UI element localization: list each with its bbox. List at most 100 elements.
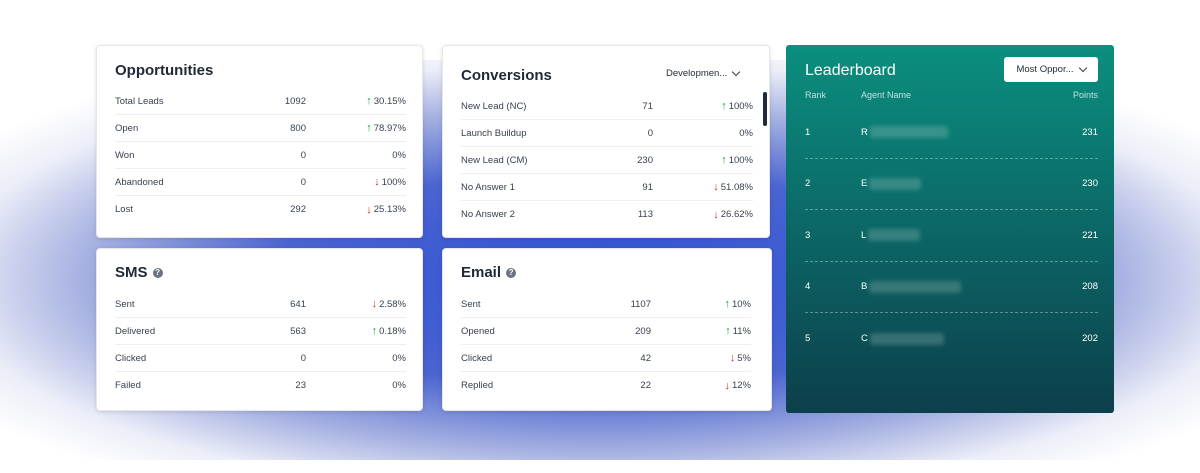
arrow-down-icon: ↓ — [372, 298, 378, 310]
agent-name: B — [861, 281, 1038, 293]
metric-label: Sent — [115, 299, 246, 310]
email-card: Email ? Sent 1107 ↑ 10% Opened 209 ↑ 11% Clicked… — [442, 248, 772, 411]
metric-label: Lost — [115, 204, 246, 215]
sms-list: Sent 641 ↓ 2.58% Delivered 563 ↑ 0.18% Clicked 0 0… — [115, 291, 406, 399]
metric-change: ↑ 30.15% — [306, 95, 406, 107]
rank-value: 4 — [805, 281, 861, 292]
change-percent: 0% — [392, 150, 406, 161]
agent-name: C — [861, 333, 1038, 345]
metric-change: ↓ 25.13% — [306, 204, 406, 216]
points-value: 231 — [1038, 127, 1098, 138]
metric-label: Failed — [115, 380, 246, 391]
arrow-up-icon: ↑ — [724, 298, 730, 310]
scrollbar[interactable] — [763, 92, 767, 126]
metric-change: 0% — [306, 353, 406, 364]
list-item: Abandoned 0 ↓ 100% — [115, 169, 406, 196]
arrow-up-icon: ↑ — [366, 95, 372, 107]
metric-value: 0 — [246, 150, 306, 161]
change-percent: 78.97% — [374, 123, 406, 134]
change-percent: 30.15% — [374, 96, 406, 107]
change-percent: 2.58% — [379, 299, 406, 310]
metric-value: 0 — [593, 128, 653, 139]
arrow-up-icon: ↑ — [366, 122, 372, 134]
points-value: 221 — [1038, 230, 1098, 241]
conversions-pipeline-dropdown[interactable]: Developmen... — [666, 68, 739, 79]
list-item: Sent 1107 ↑ 10% — [461, 291, 751, 318]
metric-label: Open — [115, 123, 246, 134]
list-item: New Lead (NC) 71 ↑ 100% — [461, 93, 753, 120]
list-item: Replied 22 ↓ 12% — [461, 372, 751, 399]
agent-initial: E — [861, 178, 867, 189]
metric-change: 0% — [306, 380, 406, 391]
sort-label: Most Oppor... — [1016, 64, 1073, 75]
metric-value: 42 — [591, 353, 651, 364]
agent-name: L — [861, 229, 1038, 241]
metric-change: ↑ 11% — [651, 325, 751, 337]
list-item: Lost 292 ↓ 25.13% — [115, 196, 406, 223]
help-icon[interactable]: ? — [153, 268, 163, 278]
metric-label: Launch Buildup — [461, 128, 593, 139]
change-percent: 100% — [729, 101, 753, 112]
change-percent: 0% — [392, 380, 406, 391]
agent-name: R — [861, 126, 1038, 138]
email-title-text: Email — [461, 264, 501, 281]
opportunities-list: Total Leads 1092 ↑ 30.15% Open 800 ↑ 78.97% Won 0… — [115, 88, 406, 223]
metric-value: 800 — [246, 123, 306, 134]
dropdown-label: Developmen... — [666, 68, 727, 79]
metric-change: ↓ 2.58% — [306, 298, 406, 310]
metric-value: 91 — [593, 182, 653, 193]
metric-label: Opened — [461, 326, 591, 337]
metric-change: ↑ 100% — [653, 154, 753, 166]
list-item: Open 800 ↑ 78.97% — [115, 115, 406, 142]
list-item: Sent 641 ↓ 2.58% — [115, 291, 406, 318]
change-percent: 10% — [732, 299, 751, 310]
leaderboard-row: 1 R 231 — [805, 107, 1098, 159]
metric-value: 0 — [246, 353, 306, 364]
rank-value: 1 — [805, 127, 861, 138]
change-percent: 100% — [382, 177, 406, 188]
change-percent: 11% — [733, 326, 751, 337]
metric-label: Replied — [461, 380, 591, 391]
agent-initial: R — [861, 127, 868, 138]
help-icon[interactable]: ? — [506, 268, 516, 278]
arrow-down-icon: ↓ — [730, 352, 736, 364]
metric-value: 563 — [246, 326, 306, 337]
points-value: 208 — [1038, 281, 1098, 292]
metric-change: ↓ 100% — [306, 176, 406, 188]
change-percent: 0.18% — [379, 326, 406, 337]
leaderboard-row: 4 B 208 — [805, 262, 1098, 314]
metric-label: Won — [115, 150, 246, 161]
change-percent: 25.13% — [374, 204, 406, 215]
opportunities-title-text: Opportunities — [115, 62, 213, 79]
metric-value: 1092 — [246, 96, 306, 107]
arrow-down-icon: ↓ — [374, 176, 380, 188]
list-item: Total Leads 1092 ↑ 30.15% — [115, 88, 406, 115]
opportunities-card: Opportunities Total Leads 1092 ↑ 30.15% Open… — [96, 45, 423, 238]
points-value: 230 — [1038, 178, 1098, 189]
metric-value: 292 — [246, 204, 306, 215]
leaderboard-sort-dropdown[interactable]: Most Oppor... — [1004, 57, 1098, 82]
rank-value: 2 — [805, 178, 861, 189]
agent-name: E — [861, 178, 1038, 190]
redacted-name — [870, 126, 948, 138]
arrow-up-icon: ↑ — [721, 100, 727, 112]
metric-change: 0% — [306, 150, 406, 161]
chevron-down-icon — [1078, 64, 1086, 72]
change-percent: 0% — [739, 128, 753, 139]
list-item: Opened 209 ↑ 11% — [461, 318, 751, 345]
list-item: Failed 23 0% — [115, 372, 406, 399]
arrow-down-icon: ↓ — [713, 181, 719, 193]
email-title: Email ? — [461, 264, 516, 281]
conversions-list: New Lead (NC) 71 ↑ 100% Launch Buildup 0 0% New… — [461, 93, 753, 228]
redacted-name — [869, 281, 961, 293]
metric-label: Clicked — [461, 353, 591, 364]
leaderboard-row: 3 L 221 — [805, 210, 1098, 262]
sms-title: SMS ? — [115, 264, 163, 281]
metric-value: 23 — [246, 380, 306, 391]
conversions-title: Conversions — [461, 67, 552, 84]
metric-change: ↓ 51.08% — [653, 181, 753, 193]
agent-initial: B — [861, 281, 867, 292]
conversions-card: Conversions Developmen... New Lead (NC) 7… — [442, 45, 770, 238]
rank-value: 5 — [805, 333, 861, 344]
metric-label: New Lead (CM) — [461, 155, 593, 166]
